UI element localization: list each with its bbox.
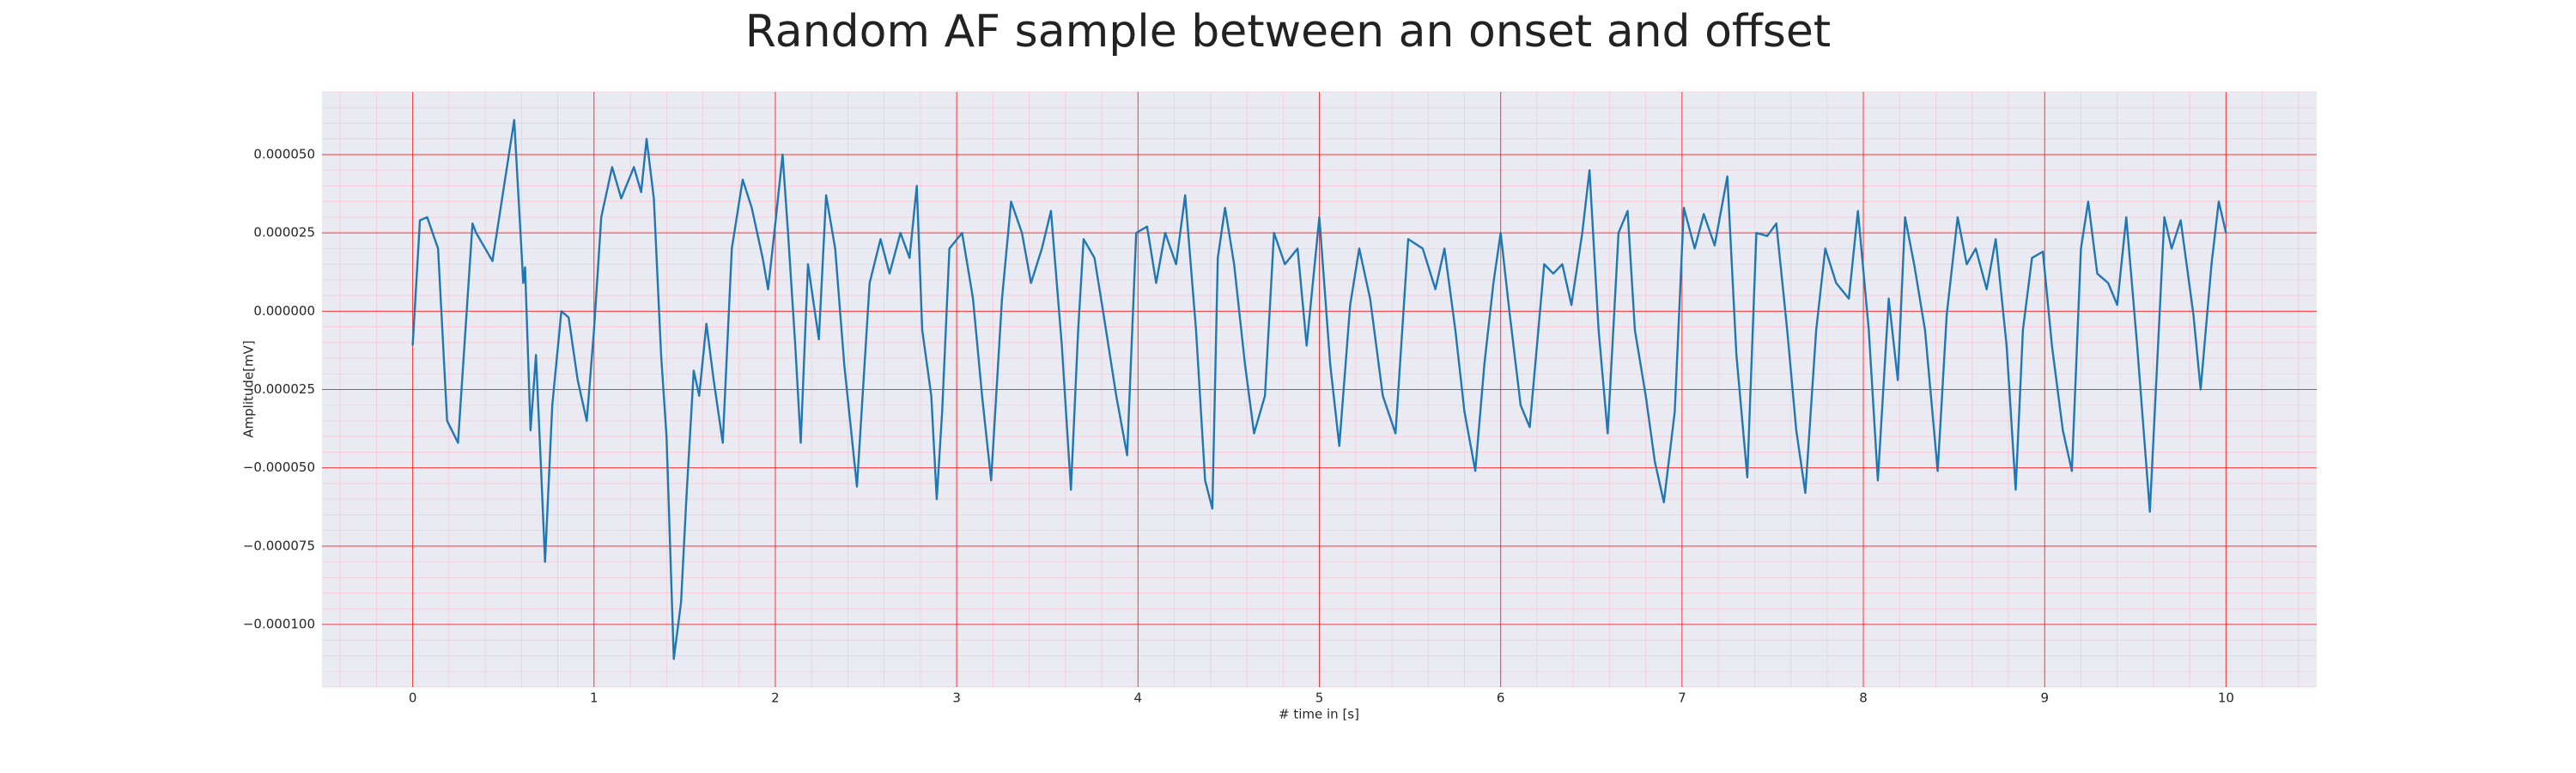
chart-title: Random AF sample between an onset and of…	[745, 6, 1831, 58]
x-tick-label: 1	[590, 691, 598, 706]
x-tick-label: 7	[1678, 691, 1686, 706]
y-tick-label: 0.000050	[253, 146, 315, 161]
x-tick-label: 9	[2040, 691, 2049, 706]
y-tick-label: −0.000050	[243, 460, 315, 475]
x-tick-label: 4	[1134, 691, 1143, 706]
x-tick-label: 2	[771, 691, 780, 706]
y-tick-label: −0.000075	[243, 538, 315, 553]
y-axis-label: Amplitude[mV]	[241, 340, 257, 437]
x-axis-label: # time in [s]	[1279, 707, 1359, 722]
y-tick-label: 0.000025	[253, 225, 315, 240]
x-tick-label: 10	[2218, 691, 2234, 706]
y-tick-label: −0.000025	[243, 381, 315, 397]
x-tick-label: 8	[1859, 691, 1868, 706]
x-tick-label: 5	[1315, 691, 1324, 706]
x-tick-label: 6	[1497, 691, 1505, 706]
y-tick-label: 0.000000	[253, 303, 315, 319]
x-tick-label: 3	[952, 691, 961, 706]
x-tick-label: 0	[409, 691, 417, 706]
y-tick-label: −0.000100	[243, 617, 315, 632]
data-line	[411, 119, 2227, 660]
